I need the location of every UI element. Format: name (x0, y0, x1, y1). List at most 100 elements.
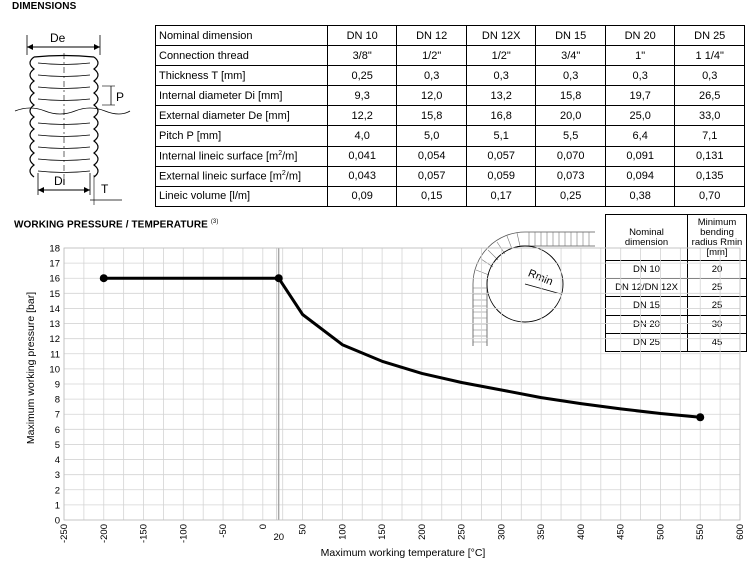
value-cell: 0,041 (326, 145, 398, 167)
x-tick-label: 400 (576, 524, 587, 540)
x-tick-label: 600 (735, 524, 746, 540)
row-label: External lineic surface [m (159, 170, 282, 183)
y-axis-label: Maximum working pressure [bar] (25, 292, 37, 444)
y-tick-label: 7 (55, 410, 60, 421)
x-tick-label-20: 20 (273, 532, 284, 543)
value-cell: 0,70 (674, 185, 745, 207)
row-label-cell: Internal diameter Di [mm] (155, 85, 328, 107)
bending-radius-cell: 25 (687, 296, 747, 316)
y-tick-label: 17 (49, 259, 60, 270)
row-label: Connection thread (159, 49, 249, 62)
y-tick-label: 16 (49, 274, 60, 285)
value-cell: 0,17 (465, 185, 537, 207)
value-cell: 0,3 (396, 65, 467, 87)
value-cell: 3/8" (326, 45, 398, 67)
working-pressure-title-note: (3) (210, 219, 219, 225)
bending-radius-cell: 30 (687, 314, 747, 334)
value-cell: 0,3 (465, 65, 537, 87)
pressure-series-point (579, 402, 583, 405)
x-tick-label: 450 (616, 524, 627, 540)
row-label-cell: Pitch P [mm] (155, 125, 328, 147)
row-label: Internal diameter Di [mm] (159, 89, 283, 102)
value-cell: 0,09 (326, 185, 398, 207)
x-tick-label: 250 (457, 524, 468, 540)
x-tick-label: -250 (59, 524, 70, 543)
value-cell: 26,5 (674, 85, 745, 107)
x-axis-label: Maximum working temperature [°C] (321, 547, 486, 559)
dimensions-row: Lineic volume [l/m] 0,09 0,15 0,17 0,25 0,38 0… (155, 185, 745, 207)
pressure-series-point (420, 372, 424, 375)
dimensions-row: Pitch P [mm] 4,0 5,0 5,1 5,5 6,4 7,1 (155, 125, 745, 147)
bending-radius-table: Nominal dimension Minimum bending radius … (605, 214, 747, 352)
bending-dimension-cell: DN 20 (605, 314, 688, 334)
value-cell: 12,2 (326, 105, 398, 127)
value-cell: 0,054 (396, 145, 467, 167)
row-label: Pitch P [mm] (159, 130, 222, 143)
column-header-cell: DN 12X (465, 24, 537, 47)
pressure-series-point (659, 412, 662, 415)
di-label: Di (54, 174, 65, 188)
bending-radius-cell: 25 (687, 278, 747, 298)
row-label-cell: External lineic surface [m2/m] (155, 165, 328, 187)
y-tick-label: 11 (50, 349, 60, 360)
bending-header-cell: Minimum bending radius Rmin [mm] (687, 214, 747, 261)
bending-row: DN 15 25 (605, 296, 747, 316)
bending-header-row: Nominal dimension Minimum bending radius … (605, 214, 747, 261)
value-cell: 6,4 (604, 125, 676, 147)
y-tick-label: 13 (49, 319, 60, 330)
working-pressure-title-text: WORKING PRESSURE / TEMPERATURE (14, 219, 208, 231)
row-label-suffix: /m] (285, 170, 302, 183)
row-label-superscript: 2 (278, 149, 283, 157)
pressure-series-point (539, 396, 543, 399)
row-label: External diameter De [mm] (159, 109, 290, 122)
y-tick-label: 4 (55, 455, 60, 466)
pressure-endpoint-marker (696, 413, 705, 422)
t-label: T (101, 182, 109, 196)
row-label: Lineic volume [l/m] (159, 190, 251, 203)
pressure-series-point (619, 407, 622, 411)
row-label-cell: Lineic volume [l/m] (155, 185, 328, 207)
plot-frame (63, 247, 741, 521)
value-cell: 0,38 (604, 185, 676, 207)
bending-row: DN 25 45 (605, 332, 747, 352)
pressure-endpoint-marker (274, 274, 283, 283)
value-cell: 0,094 (604, 165, 676, 187)
y-tick-label: 1 (55, 500, 60, 511)
dimensions-row: Internal diameter Di [mm] 9,3 12,0 13,2 15,8… (155, 85, 745, 107)
y-tick-label: 2 (55, 485, 60, 496)
bending-row: DN 20 30 (605, 314, 747, 334)
x-tick-label: 100 (337, 524, 348, 540)
working-pressure-title: WORKING PRESSURE / TEMPERATURE (3) (14, 219, 218, 230)
de-label: De (50, 31, 66, 45)
pressure-series-point (341, 343, 344, 346)
row-label-superscript: 2 (281, 169, 286, 177)
value-cell: 9,3 (326, 85, 398, 107)
value-cell: 1 1/4" (674, 45, 745, 67)
p-label: P (116, 90, 124, 104)
hose-dimension-diagram: De P Di T (14, 31, 131, 205)
x-tick-label: 50 (298, 524, 309, 535)
pressure-series-point (500, 388, 503, 392)
x-tick-label: 150 (377, 524, 388, 540)
y-tick-label: 9 (55, 380, 60, 391)
y-tick-label: 10 (49, 364, 60, 375)
y-tick-label: 5 (55, 440, 60, 451)
x-tick-label: -100 (178, 524, 189, 543)
value-cell: 0,25 (535, 185, 606, 207)
y-tick-label: 15 (49, 289, 60, 300)
row-label-cell: Internal lineic surface [m2/m] (155, 145, 328, 167)
pressure-series-point (301, 313, 304, 316)
value-cell: 0,15 (396, 185, 467, 207)
bending-row: DN 12/DN 12X 25 (605, 278, 747, 298)
y-tick-label: 0 (55, 516, 60, 527)
value-cell: 1/2" (465, 45, 537, 67)
x-tick-label: 200 (417, 524, 428, 540)
row-label-suffix: /m] (282, 150, 298, 163)
row-label: Internal lineic surface [m (159, 150, 279, 163)
dimensions-title: DIMENSIONS (12, 1, 77, 12)
y-tick-label: 12 (49, 334, 60, 345)
y-tick-label: 18 (49, 244, 60, 255)
pressure-endpoint-marker (99, 274, 108, 283)
x-tick-label: 550 (695, 524, 706, 540)
